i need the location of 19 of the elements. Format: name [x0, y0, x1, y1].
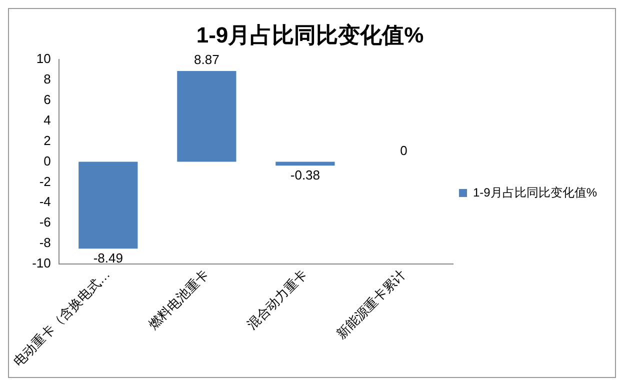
- y-tick-label: 4: [44, 112, 51, 128]
- data-label: -0.38: [290, 168, 320, 183]
- x-tick-label: 燃料电池重卡: [146, 266, 212, 332]
- y-tick-label: 8: [44, 71, 51, 86]
- x-tick-label: 混合动力重卡: [244, 266, 310, 332]
- data-label: 0: [400, 142, 408, 158]
- data-label: 8.87: [194, 52, 220, 68]
- y-tick-label: -6: [39, 214, 51, 230]
- y-tick-label: 0: [44, 153, 51, 168]
- y-tick-label: 10: [36, 50, 51, 66]
- legend-label: 1-9月占比同比变化值%: [472, 185, 598, 200]
- x-tick-label: 新能源重卡累计: [333, 266, 408, 342]
- chart-title: 1-9月占比同比变化值%: [196, 22, 424, 48]
- data-label: -8.49: [93, 250, 123, 266]
- y-tick-label: -2: [39, 174, 51, 189]
- y-tick-label: -8: [39, 235, 51, 250]
- y-tick-label: 6: [44, 92, 51, 107]
- y-tick-label: 2: [44, 132, 51, 148]
- y-tick-label: -4: [39, 194, 51, 210]
